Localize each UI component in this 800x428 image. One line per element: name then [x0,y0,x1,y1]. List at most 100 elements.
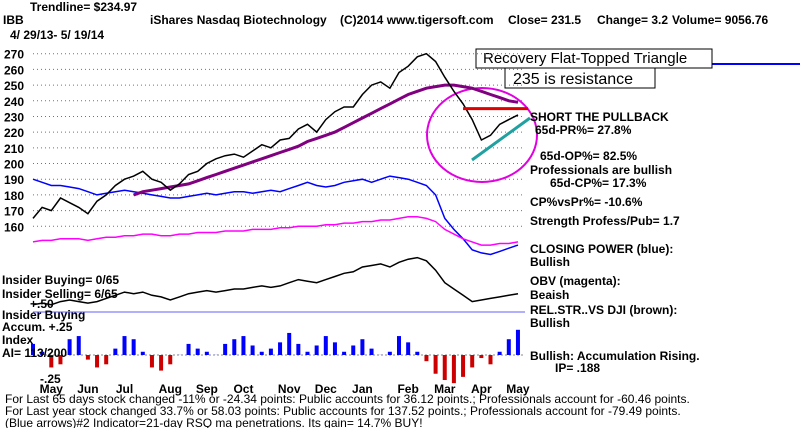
accum-bar [140,351,145,355]
annotation: AI= 113/200 [2,346,67,360]
annotation: Insider Selling= 6/65 [2,287,118,301]
annotation: Index [2,333,34,347]
accum-bar [195,348,200,355]
accum-bar [31,343,35,355]
annotation: CP%vsPr%= -10.6% [530,195,643,209]
x-tick-label: Feb [397,382,418,396]
accum-bar [296,343,301,355]
annotation: Bullish [530,255,570,269]
annotation: Accum. +.25 [2,320,73,334]
accum-bar [351,345,356,355]
annotation: 65d-PR%= 27.8% [535,123,632,137]
annotation: Strength Profess/Pub= 1.7 [530,214,680,228]
annotation: CLOSING POWER (blue): [530,242,673,256]
y-tick-label: 170 [4,205,24,219]
annotation: Beaish [530,288,569,302]
chart-title: iShares Nasdaq Biotechnology [150,13,327,27]
x-tick-label: Jun [77,382,98,396]
resistance-box [504,67,656,89]
accum-bar [58,355,63,365]
ticker: IBB [3,13,24,27]
close: Close= 231.5 [508,13,581,27]
accum-bar [186,343,191,355]
annotation: OBV (magenta): [530,274,621,288]
annotation: Bullish [530,316,570,330]
trendline-label: Trendline= $234.97 [30,0,137,14]
accum-bar [360,339,365,355]
series-line [32,216,519,246]
y-tick-label: 230 [4,110,24,124]
annotation: REL.STR..VS DJI (brown): [530,303,677,317]
accum-bar [369,348,374,355]
accum-bar [49,355,54,368]
y-tick-label: 260 [4,63,24,77]
accum-bar [506,339,511,355]
x-tick-label: May [40,382,64,396]
pattern-label: Recovery Flat-Topped Triangle [483,50,687,67]
accum-bar [40,351,45,355]
y-tick-label: 210 [4,142,24,156]
x-tick-label: Aug [159,382,182,396]
accum-bar [131,339,136,355]
x-tick-label: Sep [196,382,218,396]
accum-bar [232,339,237,355]
accum-bar [104,355,109,365]
annotation: Professionals are bullish [530,163,672,177]
x-tick-label: May [506,382,530,396]
x-tick-label: Nov [278,382,301,396]
annotation: +.50 [30,297,54,311]
accum-bar [241,336,246,355]
accum-bar [259,351,264,355]
annotation: Insider Buying= 0/65 [2,273,119,287]
y-tick-label: 240 [4,95,24,109]
x-tick-label: Apr [471,382,492,396]
change: Change= 3.2 [597,13,668,27]
y-tick-label: 250 [4,79,24,93]
x-tick-label: Dec [315,382,337,396]
accum-bar [85,355,90,360]
accum-bar [204,351,209,355]
footer-line: For Last 65 days stock changed -11% or -… [5,392,690,406]
accum-bar [415,351,420,355]
x-tick-label: Jan [352,382,373,396]
accum-bar [268,348,273,355]
accum-bar [406,342,411,355]
accum-bar [479,355,484,359]
accum-bar [451,355,456,384]
accum-bar [122,336,127,355]
x-tick-label: Jul [116,382,133,396]
accum-bar [95,355,100,368]
accum-bar [488,355,493,365]
accum-bar [461,355,466,377]
annotation: -.25 [40,372,61,386]
x-tick-label: Mar [434,382,456,396]
accum-bar [387,351,392,355]
accum-bar [67,339,72,355]
accum-bar [442,355,447,380]
accum-bar [424,355,429,362]
accum-bar [278,342,283,355]
resistance-label: 235 is resistance [513,71,633,88]
series-line [133,83,519,197]
accum-bar [159,355,164,371]
accum-bar [76,336,81,355]
y-tick-label: 160 [4,220,24,234]
annotation: SHORT THE PULLBACK [530,110,669,124]
series-line [32,256,519,306]
footer-line: For Last year stock changed 33.7% or 58.… [5,404,681,418]
accum-bar [470,355,475,368]
copyright: (C)2014 www.tigersoft.com [340,13,494,27]
trend-line [471,116,531,162]
accum-bar [433,355,438,374]
footer-line: (Blue arrows)#2 Indicator=21-day RSQ ma … [5,416,423,428]
pattern-ellipse [426,87,538,183]
annotation: IP= .188 [555,361,600,375]
accum-bar [515,329,520,355]
accum-bar [323,336,328,355]
y-tick-label: 220 [4,126,24,140]
y-tick-label: 200 [4,158,24,172]
accum-bar [332,342,337,355]
accum-bar [397,336,401,355]
x-tick-label: Oct [233,382,253,396]
